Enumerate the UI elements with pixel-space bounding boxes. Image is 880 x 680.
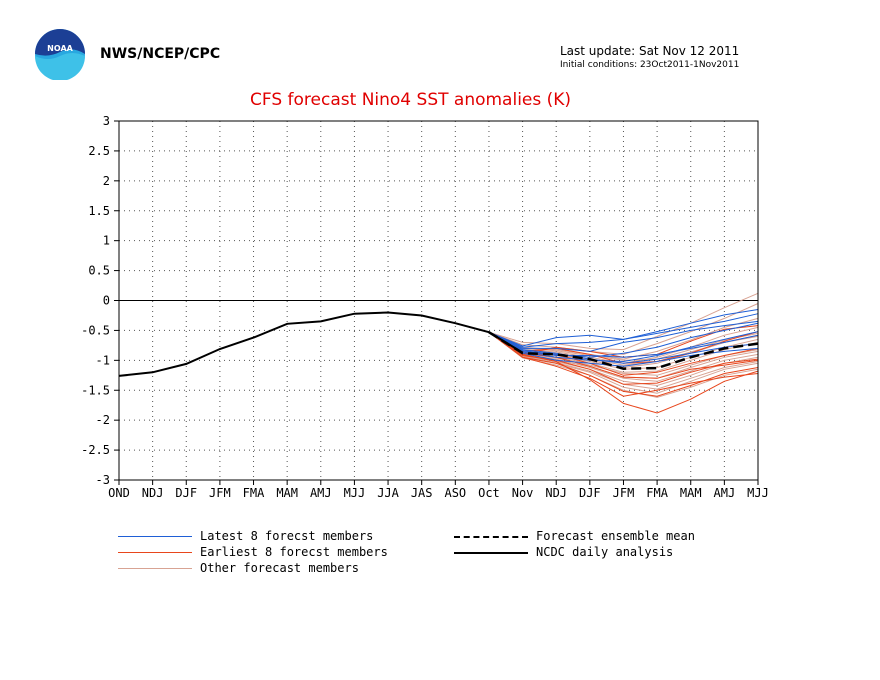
y-tick-label: 1 — [103, 234, 110, 248]
y-tick-label: 3 — [103, 114, 110, 128]
y-tick-label: -0.5 — [81, 323, 110, 337]
legend-swatch-other — [118, 568, 192, 569]
legend-label-mean: Forecast ensemble mean — [536, 529, 695, 543]
organization-label: NWS/NCEP/CPC — [100, 46, 221, 62]
y-tick-label: 0.5 — [88, 264, 110, 278]
x-tick-label: DJF — [175, 486, 197, 500]
x-tick-label: FMA — [646, 486, 668, 500]
earliest-member-line — [488, 331, 759, 414]
x-tick-label: NDJ — [545, 486, 567, 500]
y-tick-label: 0 — [103, 294, 110, 308]
x-tick-label: JFM — [613, 486, 635, 500]
x-tick-label: ASO — [444, 486, 466, 500]
y-tick-label: -1 — [96, 353, 110, 367]
x-tick-label: DJF — [579, 486, 601, 500]
x-tick-label: MAM — [680, 486, 702, 500]
initial-conditions-label: Initial conditions: 23Oct2011-1Nov2011 — [560, 60, 740, 70]
latest-member-line — [488, 331, 759, 367]
latest-member-line — [488, 313, 759, 348]
noaa-logo: NOAA — [35, 29, 85, 80]
latest-member-line — [488, 320, 759, 352]
legend-label-analysis: NCDC daily analysis — [536, 545, 674, 559]
x-tick-label: FMA — [243, 486, 265, 500]
x-tick-label: Nov — [512, 486, 534, 500]
x-tick-label: JFM — [209, 486, 231, 500]
y-tick-label: -1.5 — [81, 383, 110, 397]
analysis-line — [118, 311, 524, 377]
last-update-label: Last update: Sat Nov 12 2011 — [560, 44, 740, 58]
latest-member-line — [488, 331, 759, 364]
legend-swatch-analysis — [454, 552, 528, 554]
plot-frame — [118, 120, 759, 481]
x-tick-label: MJJ — [344, 486, 366, 500]
legend-swatch-latest — [118, 536, 192, 537]
x-tick-label: AMJ — [310, 486, 332, 500]
y-tick-label: -2 — [96, 413, 110, 427]
x-tick-label: Oct — [478, 486, 500, 500]
legend-swatch-earliest — [118, 552, 192, 553]
x-tick-label: JAS — [411, 486, 433, 500]
chart-title: CFS forecast Nino4 SST anomalies (K) — [250, 90, 572, 110]
x-tick-label: OND — [108, 486, 130, 500]
y-tick-label: 2.5 — [88, 144, 110, 158]
x-tick-label: JJA — [377, 486, 399, 500]
x-tick-label: MAM — [276, 486, 298, 500]
y-tick-label: 1.5 — [88, 204, 110, 218]
noaa-logo-text: NOAA — [47, 44, 73, 53]
legend-label-latest: Latest 8 forecst members — [200, 529, 374, 543]
y-tick-label: 2 — [103, 174, 110, 188]
earliest-member-line — [488, 331, 759, 397]
legend-label-earliest: Earliest 8 forecst members — [200, 545, 388, 559]
legend-swatch-mean — [454, 536, 528, 538]
y-tick-label: -2.5 — [81, 443, 110, 457]
x-tick-label: AMJ — [714, 486, 736, 500]
y-tick-label: -3 — [96, 473, 110, 487]
ensemble-mean-line — [488, 331, 759, 370]
legend-label-other: Other forecast members — [200, 561, 359, 575]
x-tick-label: NDJ — [142, 486, 164, 500]
earliest-member-line — [488, 331, 759, 397]
other-member-line — [488, 331, 759, 361]
x-tick-label: MJJ — [747, 486, 769, 500]
